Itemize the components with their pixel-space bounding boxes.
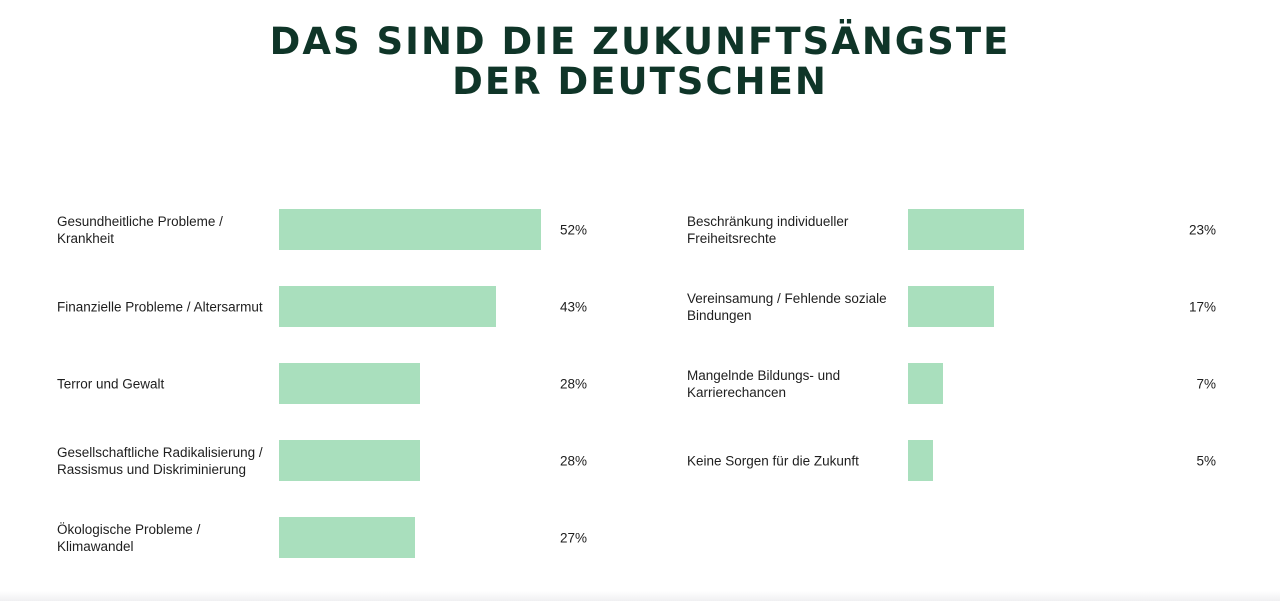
bar <box>279 440 421 481</box>
title-line-1: DAS SIND DIE ZUKUNFTSÄNGSTE <box>269 20 1011 63</box>
bar <box>908 440 934 481</box>
category-label: Ökologische Probleme / Klimawandel <box>57 521 201 554</box>
chart-row: Keine Sorgen für die Zukunft 5% <box>687 440 1226 481</box>
value-label: 43% <box>559 299 587 314</box>
category-label: Terror und Gewalt <box>57 376 165 391</box>
bar <box>908 363 944 404</box>
chart-row: Finanzielle Probleme / Altersarmut 43% <box>57 286 597 327</box>
category-label: Mangelnde Bildungs- und Karrierechancen <box>687 367 841 400</box>
bar <box>279 363 421 404</box>
value-label: 28% <box>559 453 587 468</box>
category-label: Gesellschaftliche Radikalisierung / Rass… <box>57 444 263 477</box>
value-label: 28% <box>559 376 587 391</box>
bar <box>279 209 542 250</box>
bottom-divider <box>0 591 1280 601</box>
value-label: 27% <box>559 530 587 545</box>
value-label: 23% <box>1188 222 1216 237</box>
value-label: 7% <box>1196 376 1216 391</box>
page-title: DAS SIND DIE ZUKUNFTSÄNGSTE DER DEUTSCHE… <box>0 22 1280 102</box>
bar <box>908 209 1024 250</box>
value-label: 17% <box>1188 299 1216 314</box>
chart-row: Terror und Gewalt 28% <box>57 363 597 404</box>
chart-row: Gesellschaftliche Radikalisierung / Rass… <box>57 440 597 481</box>
category-label: Gesundheitliche Probleme / Krankheit <box>57 213 223 246</box>
chart-row: Ökologische Probleme / Klimawandel 27% <box>57 517 597 558</box>
chart-row: Beschränkung individueller Freiheitsrech… <box>687 209 1226 250</box>
category-label: Keine Sorgen für die Zukunft <box>687 453 859 468</box>
value-label: 5% <box>1196 453 1216 468</box>
chart-row: Gesundheitliche Probleme / Krankheit 52% <box>57 209 597 250</box>
bar <box>279 286 496 327</box>
title-line-2: DER DEUTSCHEN <box>452 60 828 103</box>
bar <box>279 517 416 558</box>
chart-row: Vereinsamung / Fehlende soziale Bindunge… <box>687 286 1226 327</box>
value-label: 52% <box>559 222 587 237</box>
category-label: Beschränkung individueller Freiheitsrech… <box>687 213 849 246</box>
category-label: Finanzielle Probleme / Altersarmut <box>57 299 263 314</box>
bar <box>908 286 994 327</box>
chart-row: Mangelnde Bildungs- und Karrierechancen 7… <box>687 363 1226 404</box>
category-label: Vereinsamung / Fehlende soziale Bindunge… <box>687 290 887 323</box>
